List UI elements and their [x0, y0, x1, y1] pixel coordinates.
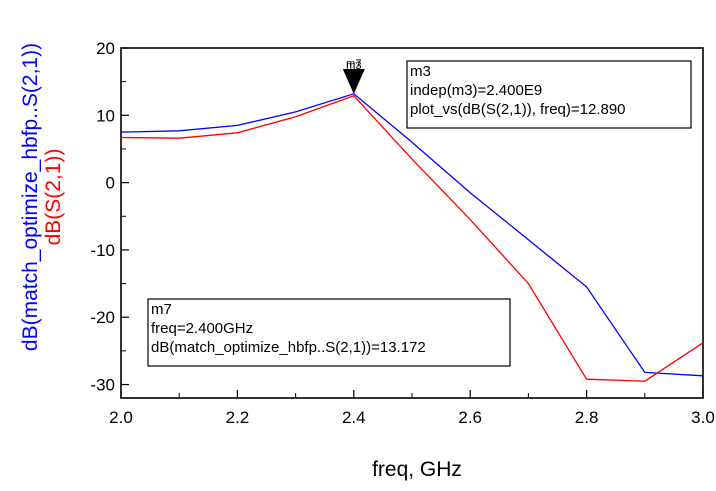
marker-readout-box [406, 60, 692, 129]
marker-readout-line: dB(match_optimize_hbfp..S(2,1))=13.172 [151, 339, 426, 356]
marker-readout-line: freq=2.400GHz [151, 320, 253, 337]
marker-readout-m7[interactable]: m7 freq=2.400GHz dB(match_optimize_hbfp..S… [147, 298, 511, 367]
x-axis-title: freq, GHz [372, 458, 462, 481]
marker-glyph-label: m7 [346, 58, 361, 70]
marker-readout-line: m3 [410, 63, 431, 80]
y-tick-label: 20 [96, 39, 115, 58]
y-axis-title-series-1: dB(match_optimize_hbfp..S(2,1)) [19, 43, 42, 351]
y-tick-label: 10 [96, 106, 115, 125]
marker-triangle-icon[interactable] [345, 71, 362, 91]
y-tick-label: -30 [90, 376, 115, 395]
y-tick-label: -10 [90, 241, 115, 260]
y-axis-title-series-2: dB(S(2,1)) [42, 149, 65, 246]
series-line-2 [120, 95, 704, 382]
y-axis-titles: dB(match_optimize_hbfp..S(2,1)) dB(S(2,1… [19, 43, 65, 351]
x-tick-label: 2.2 [226, 408, 250, 427]
x-tick-label: 2.4 [342, 408, 366, 427]
series-lines [120, 93, 704, 382]
axis-ticks: 2.0 2.2 2.4 2.6 2.8 3.0 20 10 0 -10 -20 -30 [90, 39, 714, 427]
marker-readout-m3[interactable]: m3 indep(m3)=2.400E9 plot_vs(dB(S(2,1)), f… [406, 60, 692, 129]
x-tick-label: 2.6 [458, 408, 482, 427]
x-tick-label: 2.0 [109, 408, 133, 427]
marker-readout-line: m7 [151, 301, 172, 318]
series-line-1 [120, 93, 704, 377]
marker-readout-line: indep(m3)=2.400E9 [410, 82, 542, 99]
marker-readout-box [147, 298, 511, 367]
y-tick-label: -20 [90, 308, 115, 327]
y-tick-label: 0 [106, 174, 115, 193]
marker-glyph-label: m3 [346, 60, 361, 72]
marker-readout-line: plot_vs(dB(S(2,1)), freq)=12.890 [410, 101, 626, 118]
x-tick-label: 2.8 [575, 408, 599, 427]
x-tick-label: 3.0 [691, 408, 715, 427]
